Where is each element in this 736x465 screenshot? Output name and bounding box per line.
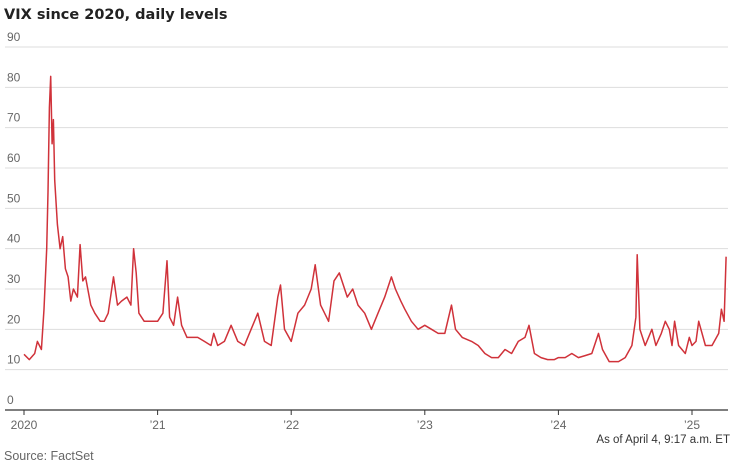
y-tick-label: 80	[7, 70, 21, 84]
x-tick-label: ’24	[550, 418, 566, 432]
x-tick-label: ’23	[417, 418, 433, 432]
vix-series-line	[23, 75, 727, 363]
y-tick-label: 60	[7, 151, 21, 165]
y-tick-label: 40	[7, 232, 21, 246]
x-tick-label: ’25	[684, 418, 700, 432]
source-note: Source: FactSet	[4, 449, 94, 463]
y-tick-label: 50	[7, 191, 21, 205]
as-of-note: As of April 4, 9:17 a.m. ET	[596, 434, 730, 446]
x-tick-label: ’22	[283, 418, 299, 432]
y-tick-label: 0	[7, 393, 14, 407]
x-tick-label: 2020	[11, 418, 38, 432]
y-tick-label: 20	[7, 312, 21, 326]
y-tick-label: 10	[7, 353, 21, 367]
chart-title: VIX since 2020, daily levels	[4, 7, 227, 23]
x-tick-label: ’21	[150, 418, 166, 432]
y-tick-label: 90	[7, 30, 21, 44]
y-tick-label: 70	[7, 111, 21, 125]
y-tick-label: 30	[7, 272, 21, 286]
